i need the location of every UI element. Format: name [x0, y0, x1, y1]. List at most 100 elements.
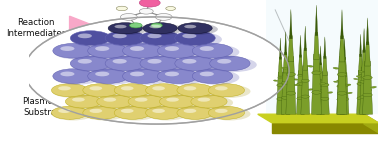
Ellipse shape [193, 70, 239, 85]
Ellipse shape [301, 96, 310, 99]
Ellipse shape [286, 75, 296, 78]
Bar [266, 0, 378, 114]
Ellipse shape [53, 43, 93, 58]
Ellipse shape [90, 86, 102, 90]
Ellipse shape [52, 107, 94, 120]
Polygon shape [314, 44, 319, 68]
Polygon shape [359, 45, 362, 65]
Ellipse shape [123, 45, 170, 59]
Ellipse shape [135, 97, 147, 102]
Polygon shape [360, 68, 369, 114]
Ellipse shape [88, 45, 135, 59]
Polygon shape [70, 56, 100, 80]
Ellipse shape [312, 77, 321, 81]
Ellipse shape [58, 109, 71, 113]
Circle shape [139, 8, 153, 14]
Ellipse shape [323, 93, 327, 95]
Polygon shape [281, 69, 290, 114]
Ellipse shape [72, 97, 85, 102]
Ellipse shape [282, 70, 288, 71]
Circle shape [155, 14, 172, 20]
Ellipse shape [114, 84, 150, 97]
Polygon shape [304, 30, 307, 53]
Ellipse shape [97, 96, 139, 109]
Ellipse shape [297, 97, 304, 100]
Ellipse shape [113, 59, 127, 64]
Ellipse shape [108, 23, 143, 34]
Ellipse shape [157, 69, 198, 83]
Ellipse shape [208, 106, 245, 119]
Ellipse shape [53, 70, 100, 85]
Ellipse shape [297, 76, 302, 78]
Ellipse shape [129, 96, 170, 109]
Polygon shape [362, 52, 367, 72]
Ellipse shape [317, 85, 324, 88]
Ellipse shape [193, 45, 239, 59]
Ellipse shape [356, 77, 361, 78]
Ellipse shape [177, 107, 219, 120]
Polygon shape [365, 45, 370, 68]
Polygon shape [296, 71, 304, 114]
Polygon shape [337, 54, 347, 114]
Ellipse shape [140, 56, 180, 71]
Ellipse shape [106, 32, 152, 47]
Polygon shape [70, 16, 100, 40]
Ellipse shape [198, 97, 210, 102]
Ellipse shape [321, 96, 329, 99]
Ellipse shape [160, 96, 202, 109]
Ellipse shape [301, 81, 310, 84]
Polygon shape [364, 114, 378, 133]
Ellipse shape [114, 106, 150, 119]
Ellipse shape [340, 97, 349, 100]
Ellipse shape [140, 31, 180, 45]
Ellipse shape [217, 59, 231, 64]
Polygon shape [324, 31, 326, 54]
Circle shape [130, 23, 142, 28]
Text: Reaction
Intermediates: Reaction Intermediates [6, 18, 66, 38]
Ellipse shape [88, 43, 128, 58]
Ellipse shape [121, 86, 133, 90]
Ellipse shape [83, 106, 119, 119]
Ellipse shape [367, 90, 372, 92]
Text: Catalytic
Surface: Catalytic Surface [28, 58, 66, 77]
Ellipse shape [363, 94, 372, 98]
Polygon shape [278, 56, 283, 75]
Polygon shape [363, 31, 365, 54]
Ellipse shape [143, 23, 177, 34]
Ellipse shape [208, 84, 245, 97]
Ellipse shape [95, 71, 109, 76]
Ellipse shape [146, 85, 188, 98]
Ellipse shape [337, 97, 344, 100]
Ellipse shape [121, 109, 133, 113]
Ellipse shape [317, 98, 324, 101]
Ellipse shape [184, 109, 196, 113]
Ellipse shape [337, 83, 344, 85]
Polygon shape [285, 32, 287, 55]
Polygon shape [70, 95, 100, 119]
Ellipse shape [307, 72, 313, 74]
Ellipse shape [286, 92, 296, 96]
Ellipse shape [115, 25, 127, 28]
Ellipse shape [88, 70, 135, 85]
Ellipse shape [333, 65, 339, 67]
Ellipse shape [123, 70, 170, 85]
Ellipse shape [71, 57, 117, 72]
Ellipse shape [191, 96, 233, 109]
Ellipse shape [66, 96, 108, 109]
Ellipse shape [165, 71, 179, 76]
Ellipse shape [60, 71, 74, 76]
Ellipse shape [283, 92, 287, 93]
Ellipse shape [152, 109, 165, 113]
Ellipse shape [200, 46, 214, 51]
Ellipse shape [175, 31, 215, 45]
Ellipse shape [182, 59, 197, 64]
Ellipse shape [130, 71, 144, 76]
Circle shape [116, 6, 127, 11]
Ellipse shape [144, 24, 183, 35]
Ellipse shape [282, 96, 290, 99]
Ellipse shape [320, 87, 325, 89]
Ellipse shape [360, 81, 368, 84]
Ellipse shape [157, 43, 198, 58]
Ellipse shape [113, 34, 127, 38]
Polygon shape [343, 36, 345, 58]
